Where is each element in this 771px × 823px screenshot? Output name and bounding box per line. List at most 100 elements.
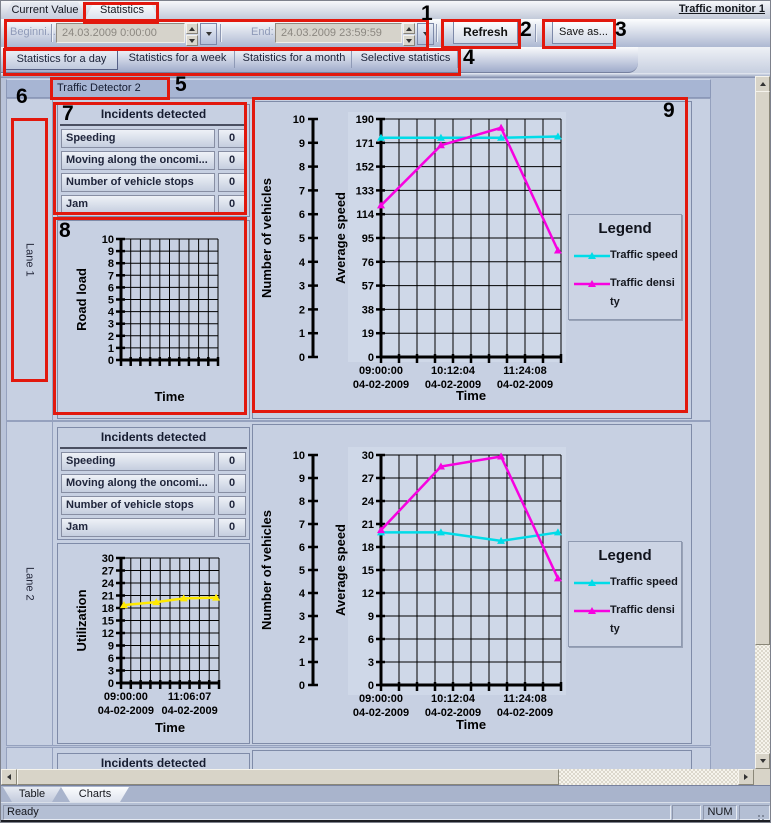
save-as-button[interactable]: Save as... <box>552 21 615 44</box>
refresh-button[interactable]: Refresh <box>453 21 518 44</box>
svg-text:15: 15 <box>362 565 374 577</box>
horizontal-scrollbar[interactable] <box>1 769 754 785</box>
svg-text:2: 2 <box>299 634 305 646</box>
begin-label: Beginni... <box>10 26 56 38</box>
lane-2-incidents-panel: Incidents detected Speeding 0 Moving alo… <box>57 427 250 540</box>
svg-text:Average speed: Average speed <box>333 524 348 616</box>
legend-item: Traffic density <box>574 601 681 639</box>
svg-text:152: 152 <box>356 162 374 174</box>
lane-3-row: Incidents detected <box>6 747 711 769</box>
tab-statistics[interactable]: Statistics <box>85 2 159 19</box>
svg-text:11:24:08: 11:24:08 <box>503 365 546 377</box>
table-row: Number of vehicle stops 0 <box>61 496 246 515</box>
lane-2-utilization-chart: 0 3 6 9 12 15 18 21 24 27 30 Utilization 09:00:00 04-… <box>57 543 250 744</box>
window-bottom-edge <box>1 820 770 822</box>
svg-text:12: 12 <box>102 628 114 640</box>
legend-title: Legend <box>598 220 652 237</box>
svg-text:30: 30 <box>102 553 114 565</box>
detector-header: Traffic Detector 2 <box>6 79 711 98</box>
traffic-speed-marker-icon <box>574 577 610 589</box>
lane-1-label: Lane 1 <box>7 99 53 420</box>
svg-text:2: 2 <box>299 304 305 316</box>
svg-text:0: 0 <box>299 680 305 692</box>
top-tab-strip: Current Value Statistics Traffic monitor… <box>1 1 770 20</box>
svg-text:1: 1 <box>108 343 114 355</box>
tab-selective-statistics[interactable]: Selective statistics <box>354 49 458 68</box>
monitor-title: Traffic monitor 1 <box>678 3 765 15</box>
svg-text:0: 0 <box>368 680 374 692</box>
svg-text:0: 0 <box>108 355 114 367</box>
spin-down-icon[interactable] <box>186 35 198 46</box>
scroll-up-icon[interactable] <box>755 76 770 92</box>
vertical-scrollbar[interactable] <box>755 76 770 769</box>
incident-label: Number of vehicle stops <box>61 173 215 192</box>
incident-value: 0 <box>218 496 246 515</box>
svg-text:09:00:00: 09:00:00 <box>359 365 403 377</box>
vertical-scrollbar-thumb[interactable] <box>755 91 770 645</box>
tab-statistics-day[interactable]: Statistics for a day <box>5 49 118 70</box>
svg-text:21: 21 <box>362 519 374 531</box>
end-date-dropdown[interactable] <box>417 23 434 45</box>
svg-text:1: 1 <box>299 328 305 340</box>
table-row: Moving along the oncomi... 0 <box>61 474 246 493</box>
svg-text:04-02-2009: 04-02-2009 <box>425 707 481 719</box>
legend-title: Legend <box>598 547 652 564</box>
end-date-spinner[interactable] <box>403 23 415 46</box>
begin-date-spinner[interactable] <box>186 23 198 46</box>
chevron-down-icon <box>422 32 429 36</box>
legend-item: Traffic density <box>574 274 681 312</box>
svg-text:4: 4 <box>108 307 115 319</box>
traffic-density-marker-icon <box>574 605 610 617</box>
svg-text:6: 6 <box>299 542 305 554</box>
lane-1-incidents-panel: Incidents detected Speeding 0 Moving alo… <box>57 104 250 217</box>
svg-text:04-02-2009: 04-02-2009 <box>425 379 481 391</box>
scroll-down-icon[interactable] <box>755 753 770 769</box>
scroll-left-icon[interactable] <box>1 769 17 785</box>
status-message: Ready <box>3 805 671 820</box>
tab-current-value[interactable]: Current Value <box>3 2 87 19</box>
table-row: Speeding 0 <box>61 452 246 471</box>
tab-table[interactable]: Table <box>3 787 61 802</box>
scroll-right-icon[interactable] <box>738 769 754 785</box>
lane-1-main-chart: Legend Traffic speed Traffic density 0 19… <box>252 101 692 419</box>
spin-up-icon[interactable] <box>186 23 198 34</box>
incident-value: 0 <box>218 151 246 170</box>
svg-text:10:12:04: 10:12:04 <box>431 365 476 377</box>
svg-text:15: 15 <box>102 616 114 628</box>
svg-text:9: 9 <box>108 246 114 258</box>
incident-value: 0 <box>218 195 246 214</box>
horizontal-scrollbar-thumb[interactable] <box>17 769 559 785</box>
status-bar: Ready NUM <box>1 802 770 822</box>
incidents-title: Incidents detected <box>60 105 247 126</box>
svg-text:9: 9 <box>299 138 305 150</box>
svg-text:0: 0 <box>108 678 114 690</box>
end-date-field[interactable]: 24.03.2009 23:59:59 <box>275 23 402 43</box>
begin-date-dropdown[interactable] <box>200 23 217 45</box>
tab-statistics-week[interactable]: Statistics for a week <box>121 49 235 68</box>
svg-text:04-02-2009: 04-02-2009 <box>98 705 154 717</box>
svg-text:3: 3 <box>299 281 305 293</box>
scrollbar-corner <box>754 769 770 785</box>
tab-charts[interactable]: Charts <box>61 787 129 802</box>
svg-text:114: 114 <box>356 209 375 221</box>
begin-date-field[interactable]: 24.03.2009 0:00:00 <box>56 23 185 43</box>
separator <box>220 24 221 42</box>
lane-3-label <box>7 748 53 769</box>
legend: Legend Traffic speed Traffic density <box>568 541 682 647</box>
spin-up-icon[interactable] <box>403 23 415 34</box>
svg-text:3: 3 <box>108 666 114 678</box>
svg-text:95: 95 <box>362 233 374 245</box>
svg-text:24: 24 <box>102 578 115 590</box>
svg-text:Number of vehicles: Number of vehicles <box>259 510 274 630</box>
table-row: Number of vehicle stops 0 <box>61 173 246 192</box>
tab-statistics-month[interactable]: Statistics for a month <box>237 49 352 68</box>
spin-down-icon[interactable] <box>403 35 415 46</box>
svg-text:190: 190 <box>356 114 374 126</box>
svg-text:1: 1 <box>299 657 305 669</box>
svg-text:5: 5 <box>299 565 305 577</box>
svg-text:12: 12 <box>362 588 374 600</box>
incident-value: 0 <box>218 518 246 537</box>
svg-text:Average speed: Average speed <box>333 192 348 284</box>
svg-text:27: 27 <box>362 473 374 485</box>
svg-text:04-02-2009: 04-02-2009 <box>353 379 409 391</box>
